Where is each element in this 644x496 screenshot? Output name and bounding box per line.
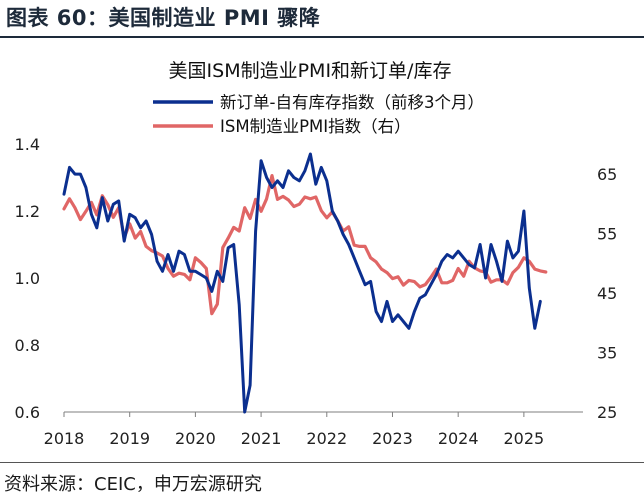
x-tick-label: 2023 (372, 429, 413, 448)
y-left-tick-label: 1.4 (15, 135, 40, 154)
y-left-tick-label: 1.0 (15, 269, 40, 288)
axes: 2018 2019 2020 2021 2022 2023 2024 2025 0.6 0.8 1.… (15, 135, 618, 448)
x-tick-label: 2022 (306, 429, 347, 448)
legend-label-ism-pmi: ISM制造业PMI指数（右） (220, 117, 411, 136)
legend: 新订单-自有库存指数（前移3个月） ISM制造业PMI指数（右） (153, 93, 484, 136)
y-right-tick-label: 55 (597, 224, 617, 243)
x-tick-label: 2020 (175, 429, 216, 448)
x-tick-label: 2019 (109, 429, 150, 448)
y-left-tick-label: 1.2 (15, 202, 40, 221)
x-tick-label: 2021 (241, 429, 282, 448)
source-note: 资料来源：CEIC，申万宏源研究 (4, 474, 262, 495)
y-right-tick-label: 25 (597, 403, 617, 422)
figure-header: 图表 60：美国制造业 PMI 骤降 (0, 0, 644, 38)
x-tick-label: 2025 (504, 429, 545, 448)
series-layer (62, 152, 548, 414)
chart: 美国ISM制造业PMI和新订单/库存 新订单-自有库存指数（前移3个月） ISM… (15, 60, 618, 448)
title-divider (0, 36, 644, 38)
y-right-tick-label: 65 (597, 165, 617, 184)
y-right-tick-label: 35 (597, 343, 617, 362)
series-line-new-orders-ratio (62, 152, 542, 414)
source-divider (0, 462, 644, 463)
y-left-tick-label: 0.8 (15, 336, 40, 355)
x-tick-label: 2018 (44, 429, 85, 448)
y-left-tick-label: 0.6 (15, 403, 40, 422)
chart-title: 美国ISM制造业PMI和新订单/库存 (169, 60, 452, 82)
y-right-tick-label: 45 (597, 284, 617, 303)
series-line-ism-pmi (62, 174, 548, 316)
legend-label-new-orders-ratio: 新订单-自有库存指数（前移3个月） (220, 93, 484, 112)
figure-title: 图表 60：美国制造业 PMI 骤降 (6, 6, 321, 30)
x-tick-label: 2024 (438, 429, 479, 448)
